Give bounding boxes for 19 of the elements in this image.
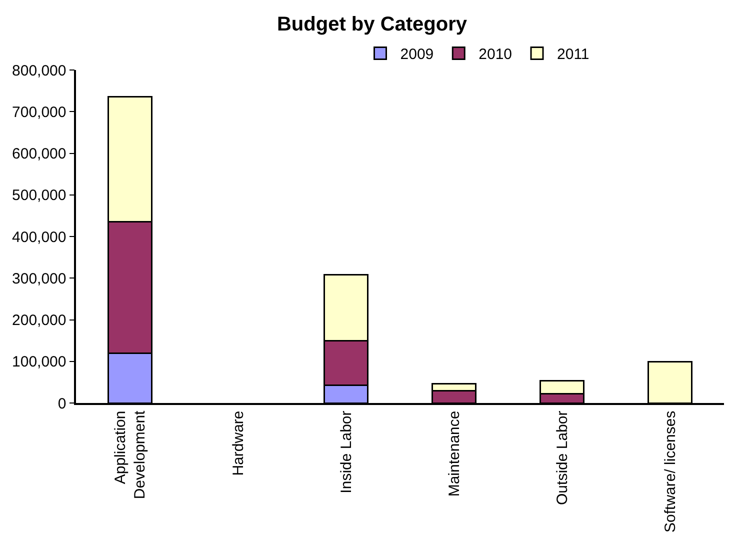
- y-tick-label: 600,000: [12, 146, 66, 162]
- y-tick-label: 0: [58, 395, 66, 412]
- legend-label: 2011: [557, 46, 590, 64]
- y-tick-label: 300,000: [12, 270, 66, 288]
- legend-label: 2010: [478, 46, 512, 64]
- x-tick-label: Outside Labor: [554, 410, 571, 505]
- y-tick-label: 200,000: [12, 312, 66, 329]
- x-tick-label: Hardware: [230, 410, 247, 476]
- y-tick-label: 700,000: [12, 104, 66, 121]
- x-tick-label: Inside Labor: [338, 410, 355, 494]
- x-tick-label: Application Development: [112, 410, 149, 500]
- y-tick-label: 500,000: [12, 187, 66, 204]
- x-tick-label: Software/ licenses: [662, 410, 679, 532]
- y-tick-label: 800,000: [12, 62, 66, 80]
- x-tick-label: Maintenance: [446, 410, 463, 497]
- legend-label: 2009: [400, 46, 434, 64]
- chart-title: Budget by Category: [276, 13, 468, 36]
- y-tick-label: 400,000: [12, 228, 66, 246]
- y-tick-label: 100,000: [12, 354, 66, 371]
